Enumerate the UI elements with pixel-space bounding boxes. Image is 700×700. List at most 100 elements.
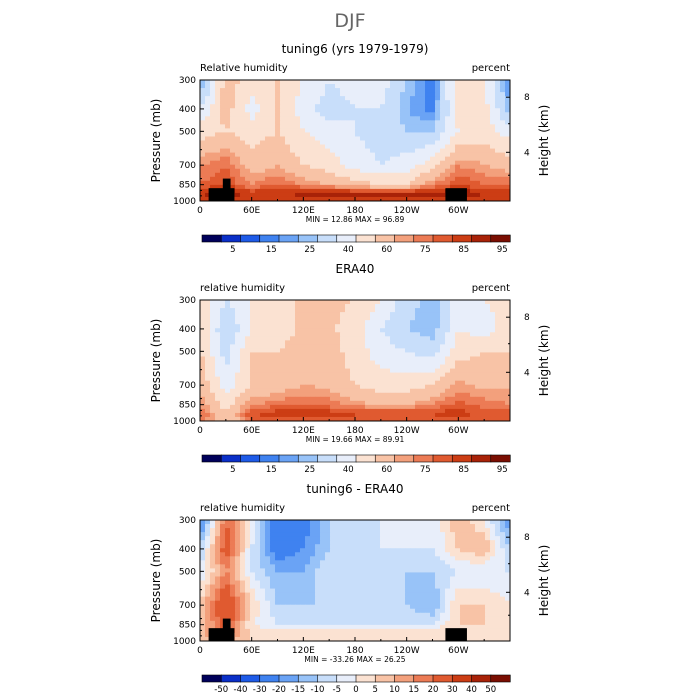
heatmap-cell	[395, 148, 401, 153]
heatmap-cell	[490, 368, 496, 373]
heatmap-cell	[460, 416, 466, 422]
heatmap-cell	[205, 352, 211, 357]
heatmap-cell	[265, 92, 271, 97]
heatmap-cell	[320, 192, 326, 198]
heatmap-cell	[290, 396, 296, 402]
heatmap-cell	[215, 172, 221, 178]
heatmap-cell	[365, 536, 371, 541]
heatmap-cell	[390, 108, 396, 113]
heatmap-cell	[235, 540, 241, 545]
heatmap-cell	[290, 152, 296, 158]
heatmap-cell	[380, 536, 386, 541]
heatmap-cell	[275, 100, 281, 105]
heatmap-cell	[395, 152, 401, 158]
heatmap-cell	[225, 168, 231, 174]
heatmap-cell	[275, 128, 281, 133]
heatmap-cell	[230, 324, 236, 329]
heatmap-cell	[360, 388, 366, 394]
heatmap-cell	[495, 372, 501, 378]
heatmap-cell	[410, 388, 416, 394]
heatmap-cell	[350, 588, 356, 593]
heatmap-cell	[255, 344, 261, 349]
heatmap-cell	[280, 84, 286, 89]
heatmap-cell	[280, 300, 286, 305]
heatmap-cell	[240, 316, 246, 321]
heatmap-cell	[465, 108, 471, 113]
heatmap-cell	[375, 320, 381, 325]
heatmap-cell	[405, 96, 411, 101]
heatmap-cell	[285, 168, 291, 174]
heatmap-cell	[455, 372, 461, 378]
heatmap-cell	[280, 388, 286, 394]
heatmap-cell	[400, 380, 406, 386]
heatmap-cell	[420, 396, 426, 402]
heatmap-cell	[305, 328, 311, 333]
heatmap-cell	[350, 344, 356, 349]
heatmap-cell	[470, 180, 476, 186]
heatmap-cell	[220, 156, 226, 162]
heatmap-cell	[300, 360, 306, 365]
heatmap-cell	[250, 552, 256, 557]
heatmap-cell	[370, 108, 376, 113]
heatmap-cell	[310, 172, 316, 178]
heatmap-cell	[375, 120, 381, 125]
heatmap-cell	[250, 388, 256, 394]
heatmap-cell	[205, 560, 211, 565]
heatmap-cell	[395, 340, 401, 345]
heatmap-cell	[240, 396, 246, 402]
heatmap-cell	[435, 312, 441, 317]
heatmap-cell	[225, 84, 231, 89]
heatmap-cell	[365, 180, 371, 186]
heatmap-cell	[430, 588, 436, 593]
heatmap-cell	[370, 356, 376, 361]
heatmap-cell	[355, 184, 361, 190]
heatmap-cell	[240, 532, 246, 537]
heatmap-cell	[415, 528, 421, 533]
heatmap-cell	[405, 180, 411, 186]
heatmap-cell	[200, 564, 206, 569]
heatmap-cell	[495, 332, 501, 337]
heatmap-cell	[205, 332, 211, 337]
heatmap-cell	[305, 92, 311, 97]
heatmap-cell	[315, 328, 321, 333]
heatmap-cell	[425, 320, 431, 325]
heatmap-cell	[505, 116, 511, 121]
heatmap-cell	[305, 320, 311, 325]
heatmap-cell	[340, 368, 346, 373]
heatmap-cell	[425, 112, 431, 117]
heatmap-cell	[430, 308, 436, 313]
heatmap-cell	[500, 404, 506, 410]
heatmap-cell	[305, 552, 311, 557]
heatmap-cell	[290, 376, 296, 382]
heatmap-cell	[455, 340, 461, 345]
heatmap-cell	[350, 104, 356, 109]
heatmap-cell	[450, 156, 456, 162]
heatmap-cell	[390, 180, 396, 186]
heatmap-cell	[455, 116, 461, 121]
heatmap-cell	[380, 324, 386, 329]
heatmap-cell	[225, 576, 231, 581]
heatmap-cell	[355, 160, 361, 166]
heatmap-cell	[425, 124, 431, 129]
heatmap-cell	[275, 352, 281, 357]
heatmap-cell	[300, 104, 306, 109]
heatmap-cell	[465, 184, 471, 190]
heatmap-cell	[290, 404, 296, 410]
heatmap-cell	[420, 344, 426, 349]
heatmap-cell	[360, 368, 366, 373]
heatmap-cell	[335, 176, 341, 182]
heatmap-cell	[420, 168, 426, 174]
heatmap-cell	[250, 92, 256, 97]
heatmap-cell	[220, 176, 226, 182]
heatmap-cell	[340, 320, 346, 325]
heatmap-cell	[355, 140, 361, 145]
heatmap-cell	[330, 120, 336, 125]
heatmap-cell	[325, 548, 331, 553]
heatmap-cell	[355, 336, 361, 341]
heatmap-cell	[250, 520, 256, 525]
heatmap-cell	[440, 520, 446, 525]
heatmap-cell	[380, 396, 386, 402]
heatmap-cell	[485, 376, 491, 382]
heatmap-cell	[260, 104, 266, 109]
heatmap-cell	[255, 104, 261, 109]
